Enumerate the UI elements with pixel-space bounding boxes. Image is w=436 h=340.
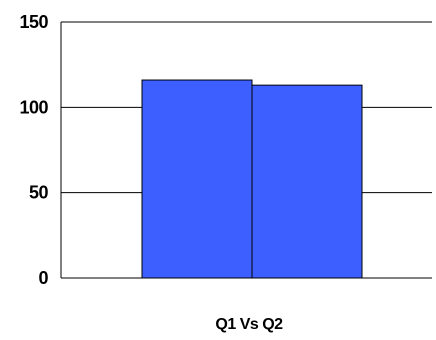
plot-frame: [60, 21, 432, 279]
x-axis-label: Q1 Vs Q2: [215, 316, 283, 333]
y-tick-labels: 0 50 100 150: [19, 12, 49, 288]
bar-series-1: [141, 79, 253, 279]
bar-series-2: [251, 84, 363, 279]
y-tick-label-50: 50: [29, 183, 49, 203]
y-tick-label-0: 0: [38, 268, 48, 288]
y-tick-label-150: 150: [19, 12, 48, 32]
y-tick-label-100: 100: [19, 97, 48, 117]
bars: [141, 79, 363, 279]
